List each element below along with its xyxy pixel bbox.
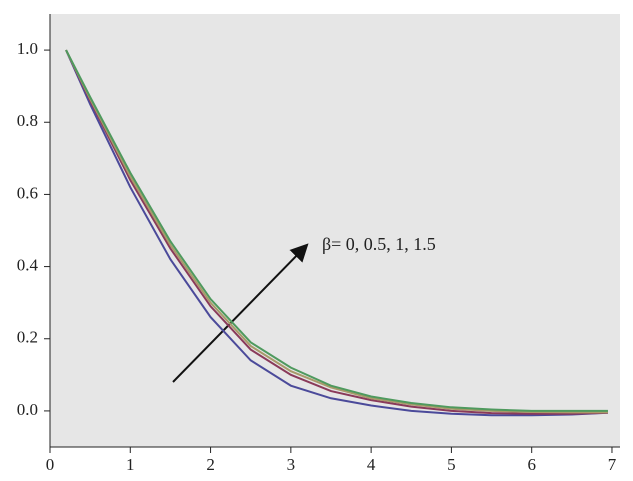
series-line bbox=[65, 49, 609, 417]
y-tick-label: 0.8 bbox=[17, 111, 38, 130]
x-tick-label: 7 bbox=[608, 455, 617, 474]
y-tick-label: 0.0 bbox=[17, 400, 38, 419]
series-line bbox=[65, 49, 608, 415]
x-tick-label: 0 bbox=[46, 455, 55, 474]
y-tick-label: 0.4 bbox=[17, 255, 39, 274]
x-tick-label: 4 bbox=[367, 455, 376, 474]
plot-area bbox=[50, 14, 620, 447]
x-tick-label: 3 bbox=[287, 455, 296, 474]
x-tick-label: 2 bbox=[206, 455, 215, 474]
x-tick-label: 6 bbox=[527, 455, 536, 474]
x-tick-label: 5 bbox=[447, 455, 456, 474]
y-tick-label: 0.6 bbox=[17, 183, 38, 202]
annotation-arrow bbox=[172, 243, 309, 383]
annotation: β= 0, 0.5, 1, 1.5 bbox=[322, 234, 436, 254]
series-line bbox=[65, 49, 608, 414]
y-tick-label: 0.2 bbox=[17, 328, 38, 347]
x-tick-label: 1 bbox=[126, 455, 135, 474]
y-tick-label: 1.0 bbox=[17, 39, 38, 58]
series-line bbox=[65, 49, 608, 412]
